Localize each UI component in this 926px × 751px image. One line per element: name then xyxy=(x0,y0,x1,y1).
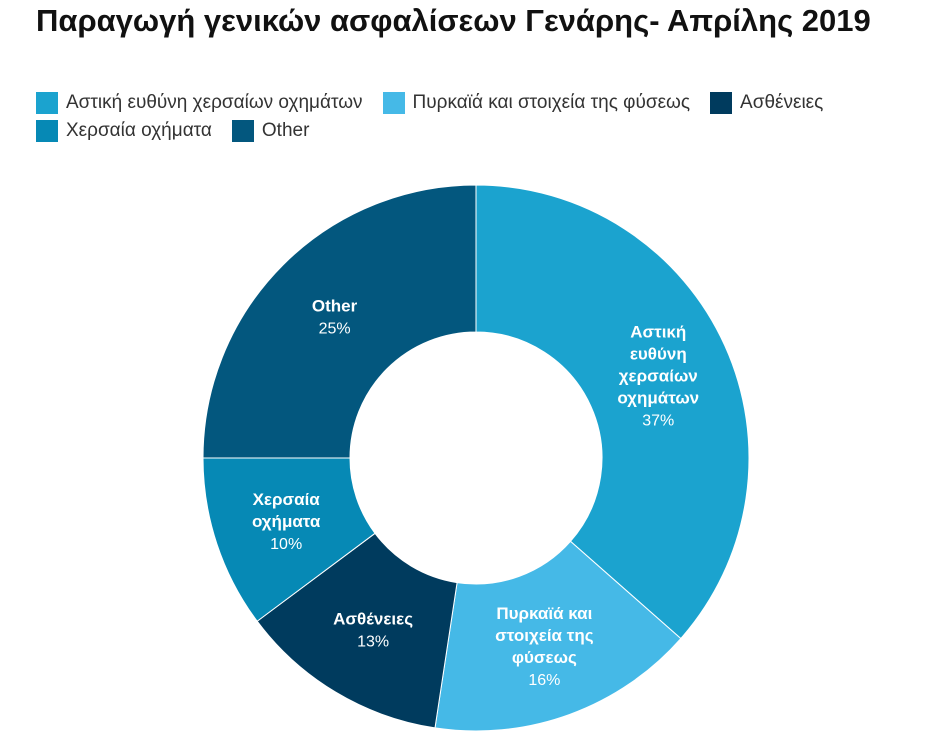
slice-label: Πυρκαϊά και στοιχεία της φύσεως 16% xyxy=(495,604,594,689)
legend-swatch xyxy=(231,120,254,142)
slice-name-label: Ασθένειες xyxy=(333,610,413,629)
legend-item[interactable]: Ασθένειες xyxy=(710,92,823,114)
donut-slice[interactable] xyxy=(434,540,682,732)
slice-name-label: οχημάτων xyxy=(617,389,699,408)
legend-swatch xyxy=(36,92,58,114)
slice-name-label: Other xyxy=(312,297,358,316)
legend-item[interactable]: Χερσαία οχήματα xyxy=(36,120,212,142)
slice-percent-label: 16% xyxy=(528,672,560,689)
legend-item[interactable]: Αστική ευθύνη χερσαίων οχημάτων xyxy=(36,92,363,114)
slice-label: Χερσαία οχήματα 10% xyxy=(252,490,321,553)
donut-slice[interactable] xyxy=(475,184,750,640)
slice-label: Αστική ευθύνη χερσαίων οχημάτων 37% xyxy=(617,323,699,430)
legend-label: Πυρκαϊά και στοιχεία της φύσεως xyxy=(412,92,691,113)
legend-swatch xyxy=(382,92,405,114)
slice-label: Other 25% xyxy=(312,297,358,338)
slice-percent-label: 13% xyxy=(357,634,389,651)
slice-name-label: χερσαίων xyxy=(619,367,698,386)
legend-label: Other xyxy=(261,120,310,141)
legend-label: Ασθένειες xyxy=(740,92,824,113)
donut-slice[interactable] xyxy=(256,532,458,729)
slice-label: Ασθένειες 13% xyxy=(333,610,413,651)
donut-slice[interactable] xyxy=(202,184,477,459)
slice-name-label: οχήματα xyxy=(252,512,321,531)
slice-percent-label: 10% xyxy=(270,536,302,553)
slice-percent-label: 37% xyxy=(642,413,674,430)
slice-name-label: ευθύνη xyxy=(630,345,687,364)
legend-swatch xyxy=(36,120,58,142)
slice-name-label: Χερσαία xyxy=(253,490,321,509)
legend-swatch xyxy=(710,92,733,114)
slice-percent-label: 25% xyxy=(319,321,351,338)
slice-name-label: φύσεως xyxy=(512,648,577,667)
legend-item[interactable]: Πυρκαϊά και στοιχεία της φύσεως xyxy=(382,92,691,114)
legend-label: Αστική ευθύνη χερσαίων οχημάτων xyxy=(66,92,363,113)
slice-name-label: στοιχεία της xyxy=(495,626,594,645)
slice-name-label: Αστική xyxy=(630,323,686,342)
legend-label: Χερσαία οχήματα xyxy=(66,120,212,141)
slice-name-label: Πυρκαϊά και xyxy=(496,604,592,623)
legend-item[interactable]: Other xyxy=(231,120,310,142)
chart-title: Παραγωγή γενικών ασφαλίσεων Γενάρης- Απρ… xyxy=(36,3,871,38)
legend: Αστική ευθύνη χερσαίων οχημάτων Πυρκαϊά κ… xyxy=(36,92,886,142)
